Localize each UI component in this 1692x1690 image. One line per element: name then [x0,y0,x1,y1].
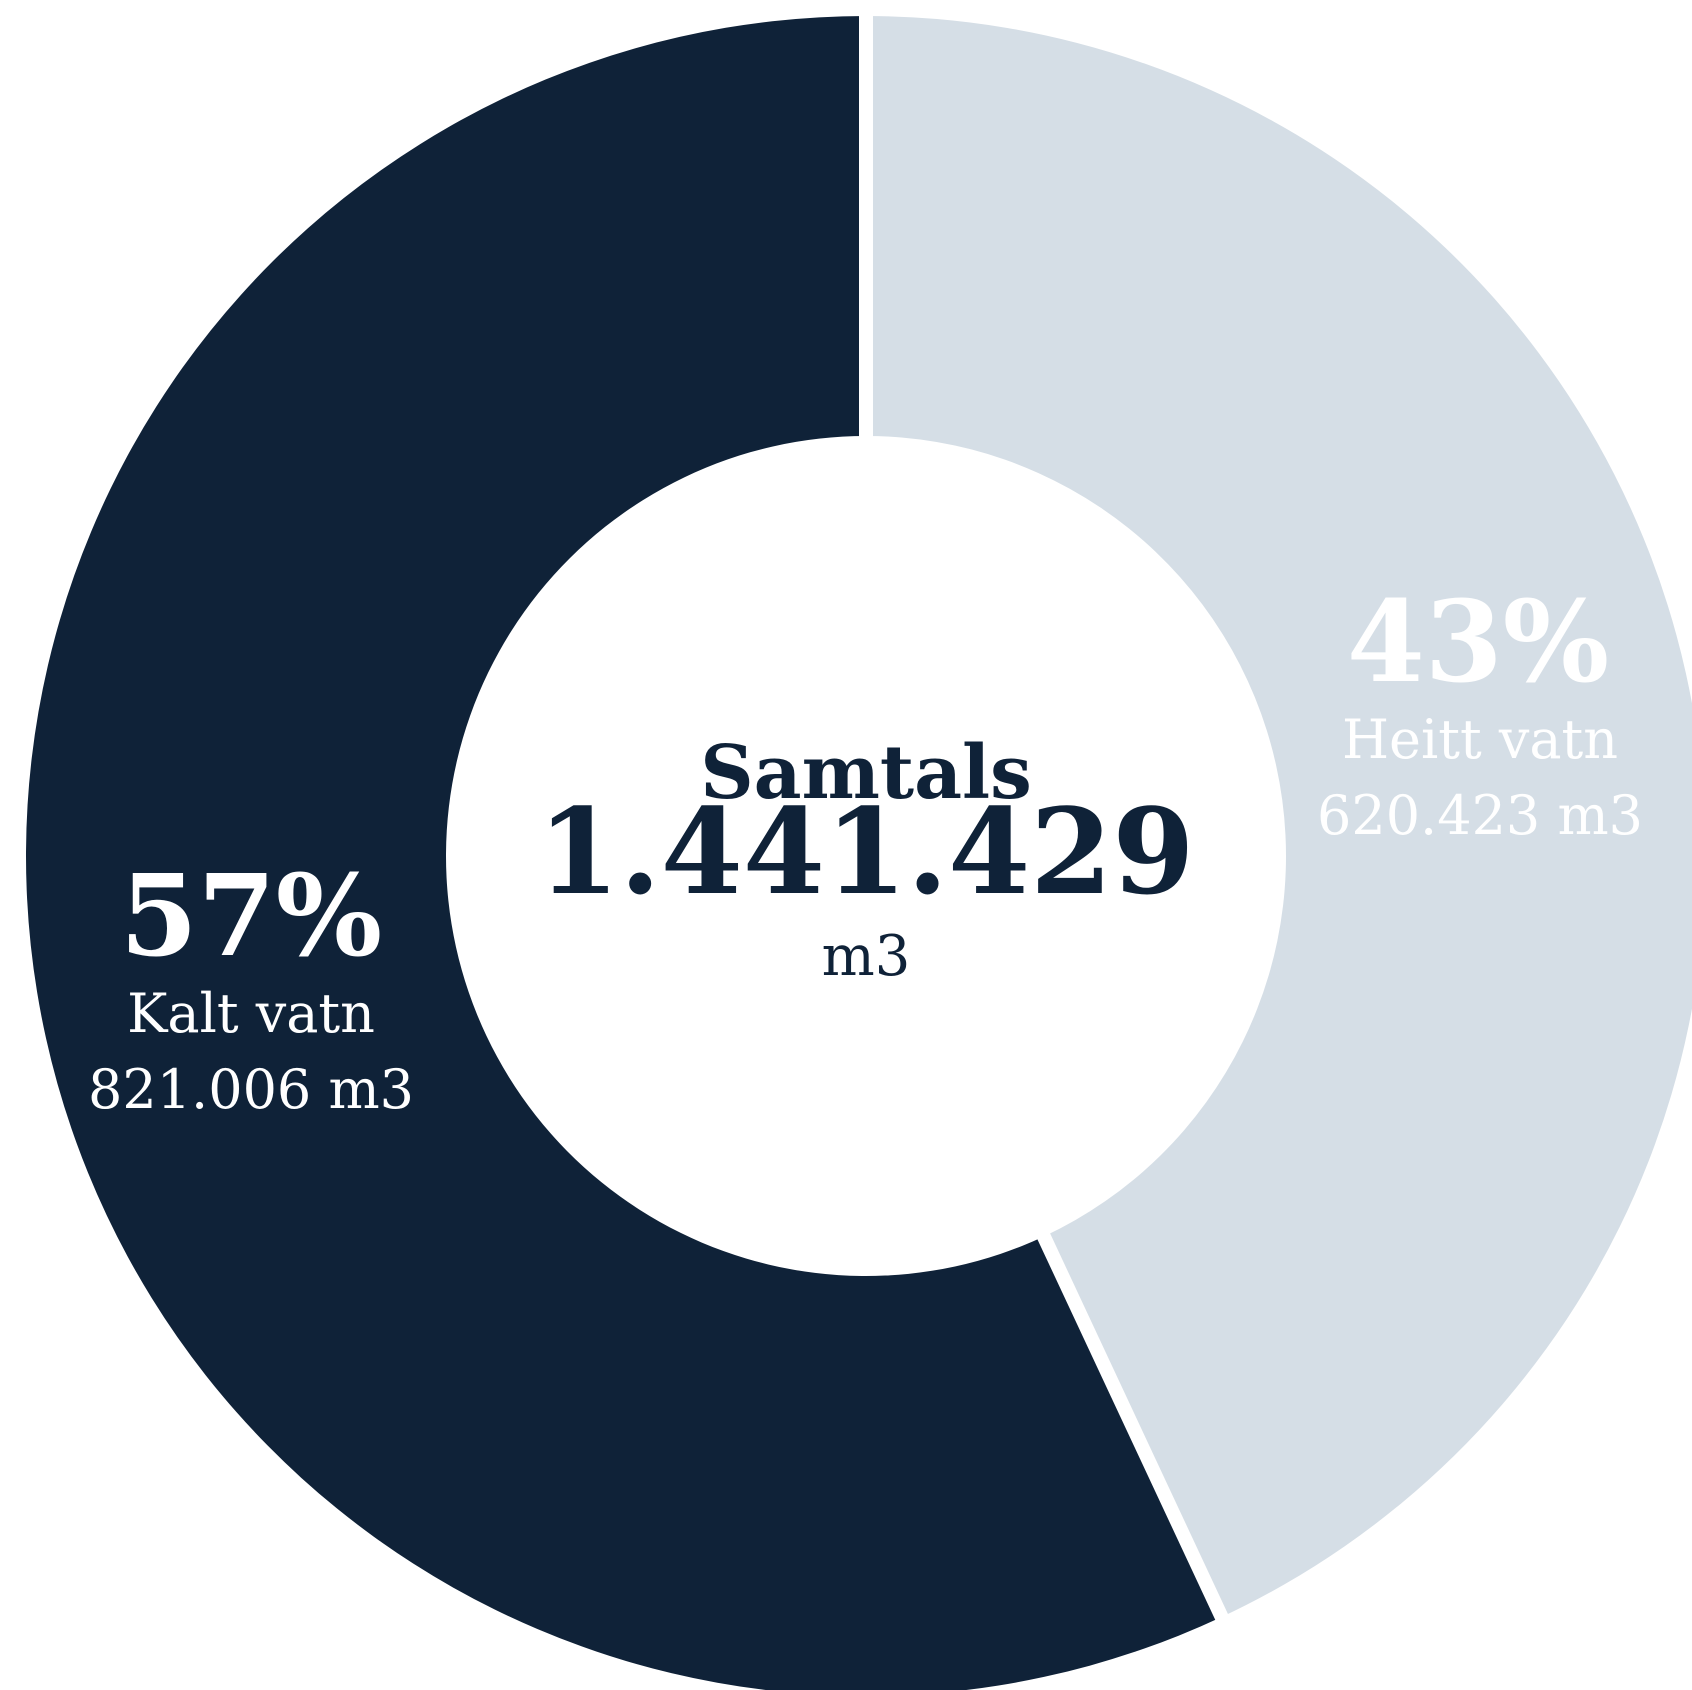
slice-percent: 43% [1347,577,1609,708]
slice-name: Heitt vatn [1342,708,1618,771]
center-label-group: Samtals 1.441.429 m3 [538,730,1195,989]
slice-value: 620.423 m3 [1317,784,1643,847]
center-total-value: 1.441.429 [538,782,1195,921]
slice-separator-line [1035,1229,1231,1626]
slice-label-kalt-vatn: 57% Kalt vatn 821.006 m3 [88,851,414,1121]
slice-percent: 57% [120,851,382,982]
slice-separators [859,10,1231,1626]
slice-name: Kalt vatn [127,982,375,1045]
donut-slice-kalt-vatn [26,16,1222,1690]
center-label: Samtals [700,730,1032,816]
donut-slices [26,16,1692,1690]
donut-slice-heitt-vatn [866,16,1692,1617]
slice-label-heitt-vatn: 43% Heitt vatn 620.423 m3 [1317,577,1643,847]
center-unit: m3 [822,924,911,989]
slice-value: 821.006 m3 [88,1058,414,1121]
